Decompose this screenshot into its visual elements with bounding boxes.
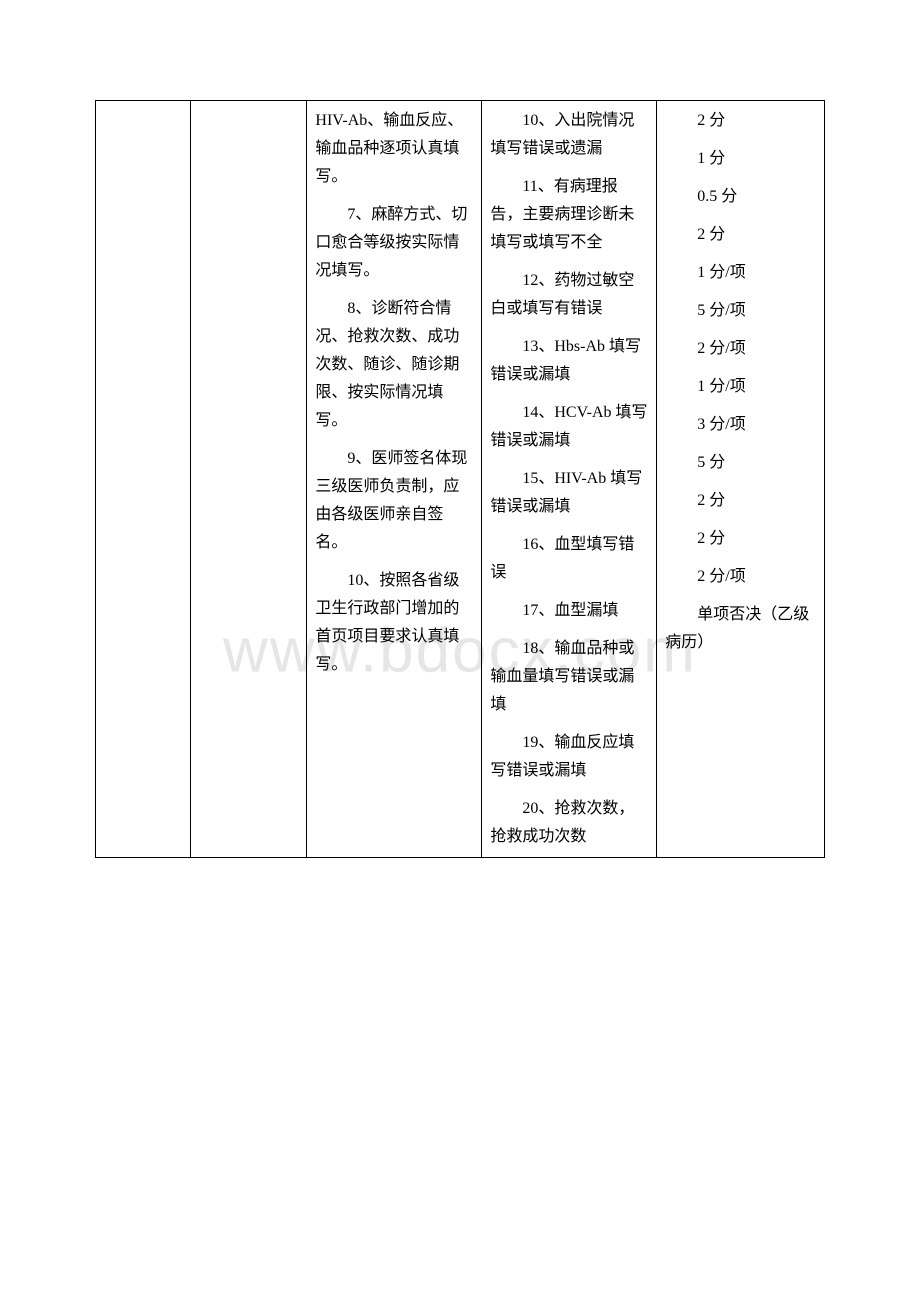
score-note: 单项否决（乙级病历） [665, 601, 816, 657]
table-row: HIV-Ab、输血反应、输血品种逐项认真填写。 7、麻醉方式、切口愈合等级按实际… [96, 101, 825, 858]
cell-item [190, 101, 307, 858]
score-value: 3 分/项 [665, 411, 816, 439]
score-value: 1 分 [665, 145, 816, 173]
score-value: 5 分 [665, 449, 816, 477]
requirement-text: 9、医师签名体现三级医师负责制，应由各级医师亲自签名。 [315, 445, 473, 557]
deduction-text: 18、输血品种或输血量填写错误或漏填 [490, 635, 648, 719]
cell-scores: 2 分 1 分 0.5 分 2 分 1 分/项 5 分/项 2 分/项 1 分/… [657, 101, 825, 858]
deduction-text: 13、Hbs-Ab 填写错误或漏填 [490, 333, 648, 389]
deduction-text: 15、HIV-Ab 填写错误或漏填 [490, 465, 648, 521]
score-value: 1 分/项 [665, 373, 816, 401]
deduction-text: 20、抢救次数，抢救成功次数 [490, 795, 648, 851]
score-value: 0.5 分 [665, 183, 816, 211]
score-value: 2 分/项 [665, 563, 816, 591]
deduction-text: 17、血型漏填 [490, 597, 648, 625]
cell-deductions: 10、入出院情况填写错误或遗漏 11、有病理报告，主要病理诊断未填写或填写不全 … [482, 101, 657, 858]
score-value: 2 分 [665, 525, 816, 553]
score-value: 5 分/项 [665, 297, 816, 325]
deduction-text: 12、药物过敏空白或填写有错误 [490, 267, 648, 323]
deduction-text: 14、HCV-Ab 填写错误或漏填 [490, 399, 648, 455]
cell-category [96, 101, 191, 858]
deduction-text: 16、血型填写错误 [490, 531, 648, 587]
requirement-text: HIV-Ab、输血反应、输血品种逐项认真填写。 [315, 107, 473, 191]
deduction-text: 19、输血反应填写错误或漏填 [490, 729, 648, 785]
deduction-text: 10、入出院情况填写错误或遗漏 [490, 107, 648, 163]
score-value: 2 分 [665, 107, 816, 135]
score-value: 2 分 [665, 221, 816, 249]
score-value: 2 分 [665, 487, 816, 515]
requirement-text: 10、按照各省级卫生行政部门增加的首页项目要求认真填写。 [315, 567, 473, 679]
evaluation-table: HIV-Ab、输血反应、输血品种逐项认真填写。 7、麻醉方式、切口愈合等级按实际… [95, 100, 825, 858]
requirement-text: 8、诊断符合情况、抢救次数、成功次数、随诊、随诊期限、按实际情况填写。 [315, 295, 473, 435]
deduction-text: 11、有病理报告，主要病理诊断未填写或填写不全 [490, 173, 648, 257]
requirement-text: 7、麻醉方式、切口愈合等级按实际情况填写。 [315, 201, 473, 285]
cell-requirements: HIV-Ab、输血反应、输血品种逐项认真填写。 7、麻醉方式、切口愈合等级按实际… [307, 101, 482, 858]
score-value: 2 分/项 [665, 335, 816, 363]
score-value: 1 分/项 [665, 259, 816, 287]
